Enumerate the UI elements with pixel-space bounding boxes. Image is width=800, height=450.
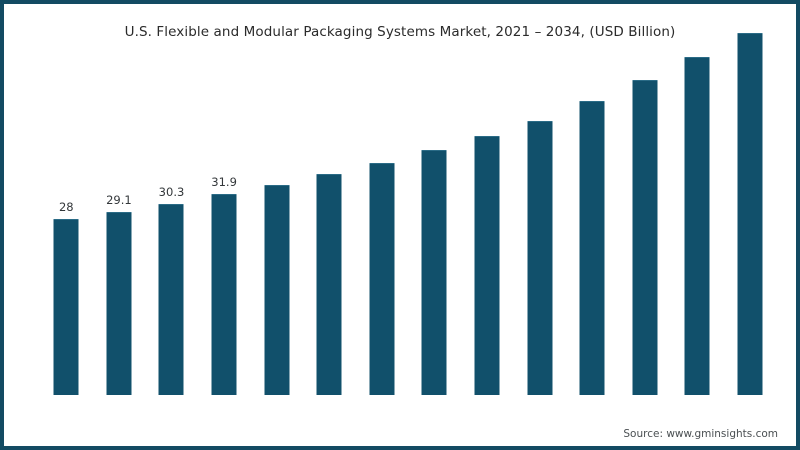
- bar-2021[interactable]: [53, 218, 79, 395]
- bar-slot: 28: [40, 5, 93, 395]
- bar-slot: [408, 5, 461, 395]
- bar-slot: 29.1: [93, 5, 146, 395]
- bar-2026[interactable]: [316, 174, 342, 395]
- bar-slot: [250, 5, 303, 395]
- bar-slot: [619, 5, 672, 395]
- bar-2027[interactable]: [369, 162, 395, 395]
- bar-2034[interactable]: [737, 32, 763, 395]
- chart-canvas: U.S. Flexible and Modular Packaging Syst…: [4, 4, 796, 446]
- bar-2032[interactable]: [632, 79, 658, 395]
- bar-slot: [356, 5, 409, 395]
- chart-title: U.S. Flexible and Modular Packaging Syst…: [124, 24, 676, 40]
- bar-2025[interactable]: [264, 184, 290, 395]
- bar-2033[interactable]: [684, 56, 710, 395]
- bar-slot: 30.3: [145, 5, 198, 395]
- bar-2028[interactable]: [421, 149, 447, 395]
- bar-2023[interactable]: [158, 204, 184, 395]
- bar-2024[interactable]: [211, 194, 237, 395]
- bar-value-label-2023: 30.3: [158, 185, 185, 200]
- bar-2030[interactable]: [527, 120, 553, 395]
- bar-slot: [671, 5, 724, 395]
- bar-slot: [461, 5, 514, 395]
- bar-value-label-2022: 29.1: [106, 192, 132, 207]
- bar-2022[interactable]: [106, 211, 132, 395]
- bar-slot: [303, 5, 356, 395]
- bar-slot: 31.9: [198, 5, 251, 395]
- bar-value-label-2021: 28: [58, 199, 74, 214]
- bar-2029[interactable]: [474, 135, 500, 395]
- bar-slot: [566, 5, 619, 395]
- bar-2031[interactable]: [579, 101, 605, 395]
- bar-value-label-2024: 31.9: [211, 175, 237, 190]
- bar-slot: [513, 5, 566, 395]
- bar-slot: [724, 5, 777, 395]
- source-note: Source: www.gminsights.com: [623, 428, 778, 440]
